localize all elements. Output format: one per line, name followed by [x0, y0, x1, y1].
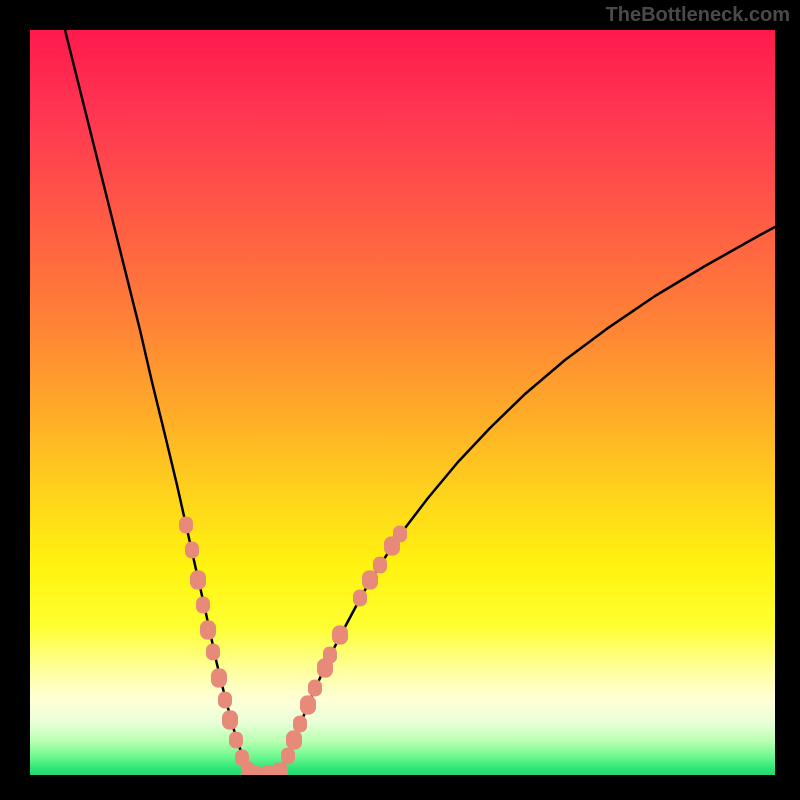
marker-point — [373, 557, 387, 574]
marker-point — [218, 692, 232, 709]
marker-point — [323, 647, 337, 664]
marker-point — [281, 748, 295, 765]
marker-point — [332, 625, 348, 644]
marker-point — [222, 710, 238, 729]
curve-left-branch — [65, 30, 252, 775]
marker-point — [272, 762, 288, 775]
marker-point — [393, 526, 407, 543]
curve-right-branch — [278, 227, 775, 775]
marker-point — [179, 517, 193, 534]
watermark-text: TheBottleneck.com — [606, 4, 790, 27]
marker-group — [179, 517, 407, 775]
marker-point — [300, 695, 316, 714]
marker-point — [229, 732, 243, 749]
marker-point — [353, 590, 367, 607]
chart-overlay — [30, 30, 775, 775]
marker-point — [362, 570, 378, 589]
marker-point — [196, 597, 210, 614]
curve-group — [65, 30, 775, 775]
marker-point — [293, 716, 307, 733]
marker-point — [206, 644, 220, 661]
marker-point — [185, 542, 199, 559]
marker-point — [286, 730, 302, 749]
marker-point — [200, 620, 216, 639]
plot-area — [30, 30, 775, 775]
marker-point — [190, 570, 206, 589]
marker-point — [308, 680, 322, 697]
marker-point — [211, 668, 227, 687]
